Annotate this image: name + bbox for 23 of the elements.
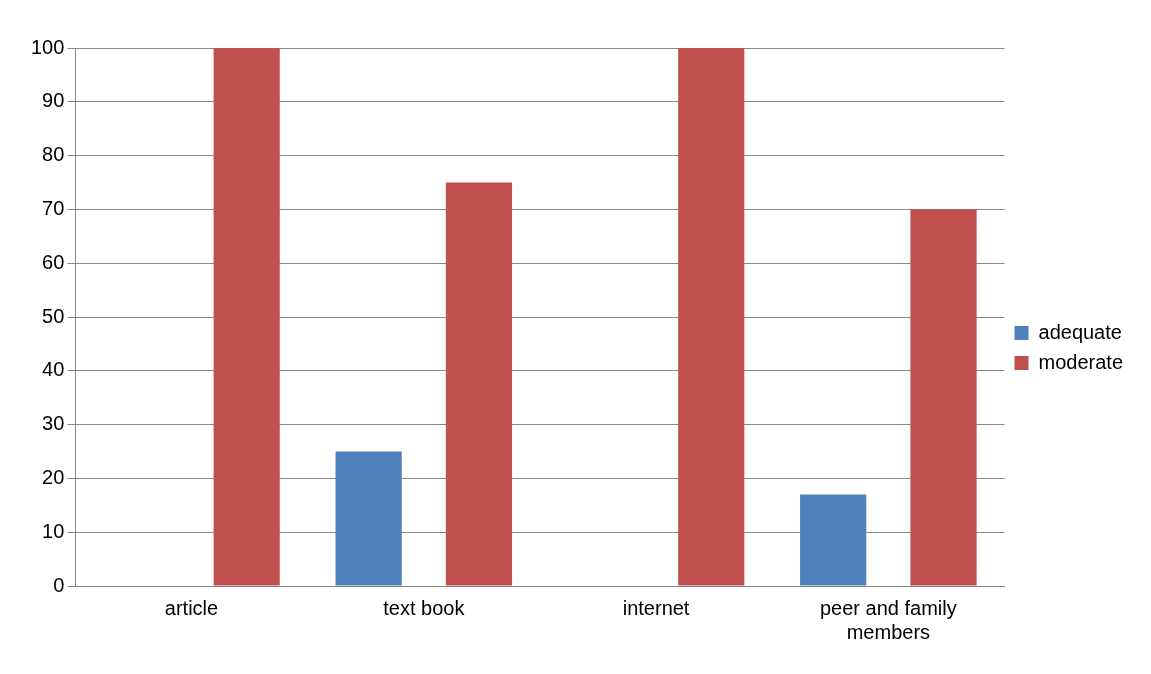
legend-label: moderate <box>1038 350 1124 373</box>
x-tick-label: internet <box>622 596 690 619</box>
legend-label: adequate <box>1038 320 1122 343</box>
bar <box>678 48 745 586</box>
bar <box>800 494 867 586</box>
x-tick-label: peer and family members <box>819 596 957 643</box>
y-tick-label: 10 <box>42 519 65 542</box>
bar <box>445 182 513 586</box>
x-tick-label: text book <box>383 596 466 619</box>
y-tick-label: 70 <box>42 196 65 219</box>
bar <box>335 451 402 586</box>
y-tick-label: 100 <box>30 35 65 58</box>
y-tick-label: 40 <box>42 358 65 381</box>
y-tick-label: 50 <box>42 304 65 327</box>
x-tick-label: article <box>164 596 219 619</box>
y-tick-label: 0 <box>53 573 65 596</box>
bar <box>213 48 280 586</box>
y-tick-label: 30 <box>42 412 65 435</box>
y-tick-label: 60 <box>42 250 65 273</box>
y-tick-label: 20 <box>42 465 65 488</box>
bar <box>910 209 977 586</box>
y-tick-label: 90 <box>42 89 65 112</box>
y-tick-label: 80 <box>42 143 65 166</box>
